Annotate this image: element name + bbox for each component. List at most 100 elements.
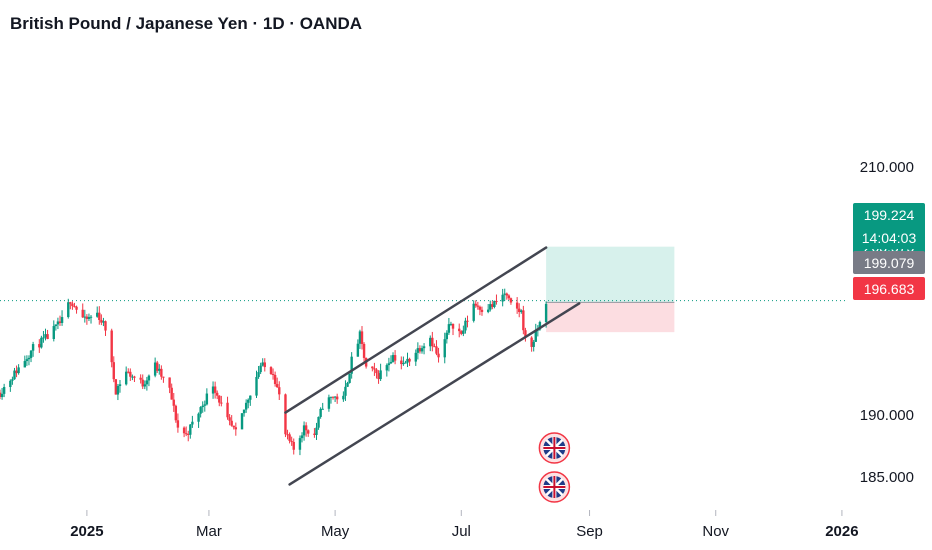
- price-tag: [853, 251, 925, 274]
- candle-down: [360, 331, 364, 344]
- candle-down: [375, 369, 378, 374]
- candle-up: [402, 363, 405, 365]
- candle-down: [435, 346, 438, 354]
- candle-down: [460, 331, 463, 334]
- candle-up: [447, 324, 451, 333]
- candle-down: [46, 334, 49, 340]
- candle-up: [464, 320, 467, 331]
- candle-down: [373, 368, 376, 370]
- candle-down: [275, 384, 279, 388]
- candle-up: [259, 365, 262, 373]
- uk-flag-icon[interactable]: [538, 432, 571, 464]
- candle-up: [544, 303, 548, 323]
- time-tick-label: Nov: [702, 523, 729, 540]
- candle-up: [242, 409, 246, 414]
- candle-up: [486, 309, 490, 312]
- candle-down: [377, 373, 380, 380]
- candle-up: [348, 373, 351, 383]
- candle-up: [56, 321, 60, 325]
- candlestick-series: [0, 288, 548, 456]
- candle-up: [2, 387, 6, 394]
- candle-down: [307, 430, 310, 434]
- candle-down: [431, 337, 434, 347]
- position-zones: [0, 246, 848, 333]
- candle-down: [393, 355, 397, 361]
- candle-down: [129, 371, 132, 377]
- candle-up: [42, 337, 45, 339]
- candle-up: [333, 396, 337, 398]
- candle-down: [176, 420, 180, 428]
- time-tick-label: 2026: [825, 523, 858, 540]
- channel-upper-line[interactable]: [284, 246, 548, 414]
- candle-up: [329, 396, 333, 398]
- profit-zone[interactable]: [546, 246, 675, 303]
- candle-up: [67, 302, 70, 318]
- candle-down: [15, 370, 18, 374]
- candle-up: [501, 294, 504, 302]
- candle-down: [213, 386, 217, 393]
- candle-up: [13, 370, 16, 380]
- price-tag-label: 199.224: [864, 207, 915, 223]
- candle-up: [11, 379, 14, 381]
- candle-down: [335, 396, 339, 400]
- candle-up: [472, 303, 475, 321]
- candle-up: [31, 344, 35, 351]
- candle-up: [201, 405, 204, 408]
- candle-down: [290, 440, 293, 442]
- candle-down: [182, 427, 186, 434]
- candle-up: [247, 399, 250, 403]
- candle-up: [302, 425, 306, 436]
- candle-up: [489, 304, 492, 310]
- candle-down: [530, 337, 533, 347]
- candle-down: [160, 368, 163, 377]
- candle-up: [315, 427, 318, 435]
- candle-up: [298, 438, 302, 450]
- candle-up: [385, 365, 389, 371]
- candle-down: [156, 362, 159, 371]
- candle-down: [478, 306, 482, 310]
- candle-up: [87, 317, 91, 319]
- candle-up: [17, 367, 20, 374]
- candle-up: [261, 362, 264, 366]
- candle-up: [143, 384, 147, 387]
- candle-up: [350, 356, 353, 374]
- candle-up: [462, 330, 465, 334]
- candle-down: [71, 303, 74, 307]
- candle-down: [522, 310, 525, 331]
- candle-down: [226, 402, 229, 418]
- candle-down: [141, 379, 144, 387]
- uk-flag-icon[interactable]: [538, 471, 571, 503]
- candle-up: [379, 370, 382, 380]
- candle-down: [218, 395, 221, 403]
- candle-up: [406, 358, 409, 363]
- candle-down: [304, 425, 308, 431]
- candle-down: [162, 376, 165, 378]
- candle-up: [387, 363, 391, 366]
- candle-up: [317, 416, 320, 428]
- candle-up: [327, 397, 331, 409]
- candle-up: [321, 408, 324, 410]
- candle-down: [480, 309, 484, 312]
- price-tag: [853, 203, 925, 249]
- candle-up: [300, 435, 304, 439]
- candle-up: [52, 326, 55, 340]
- candle-up: [493, 300, 496, 307]
- price-tick-label: 210.000: [860, 159, 914, 176]
- candle-down: [0, 392, 2, 398]
- loss-zone[interactable]: [546, 302, 675, 333]
- candle-down: [127, 371, 130, 373]
- candle-up: [356, 343, 360, 357]
- candle-down: [362, 343, 366, 358]
- candle-down: [273, 374, 277, 385]
- candle-down: [515, 302, 519, 309]
- candle-down: [263, 362, 266, 368]
- candle-up: [29, 350, 33, 358]
- channel-lower-line[interactable]: [288, 302, 581, 486]
- candle-up: [147, 375, 151, 381]
- candle-down: [518, 308, 521, 313]
- candle-down: [81, 309, 84, 318]
- candle-up: [240, 413, 244, 430]
- candle-down: [331, 396, 335, 398]
- time-tick-label: Jul: [452, 523, 471, 540]
